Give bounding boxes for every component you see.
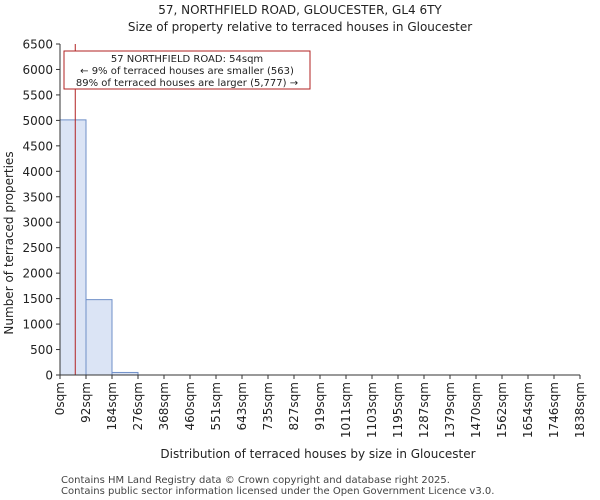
- y-tick-label: 6500: [22, 38, 53, 52]
- chart-title: 57, NORTHFIELD ROAD, GLOUCESTER, GL4 6TY: [158, 3, 442, 17]
- x-tick-label: 551sqm: [209, 382, 223, 430]
- x-tick-label: 1470sqm: [469, 382, 483, 438]
- chart-title-block: 57, NORTHFIELD ROAD, GLOUCESTER, GL4 6TY…: [0, 2, 600, 36]
- y-tick-label: 0: [45, 369, 53, 383]
- annotation-line-3: 89% of terraced houses are larger (5,777…: [76, 78, 298, 89]
- x-tick-label: 1838sqm: [573, 382, 587, 438]
- x-tick-label: 0sqm: [53, 382, 67, 415]
- y-tick-label: 4500: [22, 139, 53, 153]
- x-tick-label: 1103sqm: [365, 382, 379, 438]
- x-tick-label: 1746sqm: [547, 382, 561, 438]
- x-tick-label: 460sqm: [183, 382, 197, 430]
- y-tick-label: 1000: [22, 318, 53, 332]
- annotation-box: [63, 50, 311, 90]
- y-tick-label: 5500: [22, 88, 53, 102]
- x-tick-label: 184sqm: [105, 382, 119, 430]
- x-tick-label: 827sqm: [287, 382, 301, 430]
- bar-92sqm: [85, 299, 113, 376]
- x-tick-label: 1011sqm: [339, 382, 353, 438]
- chart-subtitle: Size of property relative to terraced ho…: [127, 20, 473, 34]
- y-tick-label: 3000: [22, 216, 53, 230]
- footer-copyright: Contains HM Land Registry data © Crown c…: [61, 475, 450, 486]
- marker-annotation: 57 NORTHFIELD ROAD: 54sqm ← 9% of terrac…: [63, 50, 311, 90]
- y-tick-label: 1500: [22, 292, 53, 306]
- x-tick-label: 276sqm: [131, 382, 145, 430]
- x-tick-label: 1379sqm: [443, 382, 457, 438]
- y-tick-label: 2000: [22, 267, 53, 281]
- x-tick-label: 1654sqm: [521, 382, 535, 438]
- y-tick-label: 2500: [22, 241, 53, 255]
- y-tick-label: 6000: [22, 63, 53, 77]
- y-tick-label: 3500: [22, 190, 53, 204]
- x-tick-label: 92sqm: [79, 382, 93, 423]
- y-tick-label: 4000: [22, 165, 53, 179]
- bar-0sqm: [59, 119, 87, 376]
- annotation-line-1: 57 NORTHFIELD ROAD: 54sqm: [111, 54, 263, 65]
- x-tick-label: 368sqm: [157, 382, 171, 430]
- x-tick-label: 1287sqm: [417, 382, 431, 438]
- y-axis-label: Number of terraced properties: [2, 151, 16, 334]
- x-tick-label: 1195sqm: [391, 382, 405, 438]
- x-tick-label: 735sqm: [261, 382, 275, 430]
- footer-licence: Contains public sector information licen…: [61, 486, 495, 497]
- x-tick-label: 1562sqm: [495, 382, 509, 438]
- y-tick-label: 500: [30, 343, 53, 357]
- x-tick-label: 643sqm: [235, 382, 249, 430]
- x-tick-label: 919sqm: [313, 382, 327, 430]
- annotation-line-2: ← 9% of terraced houses are smaller (563…: [80, 66, 294, 77]
- y-tick-label: 5000: [22, 114, 53, 128]
- x-axis-label: Distribution of terraced houses by size …: [160, 447, 475, 461]
